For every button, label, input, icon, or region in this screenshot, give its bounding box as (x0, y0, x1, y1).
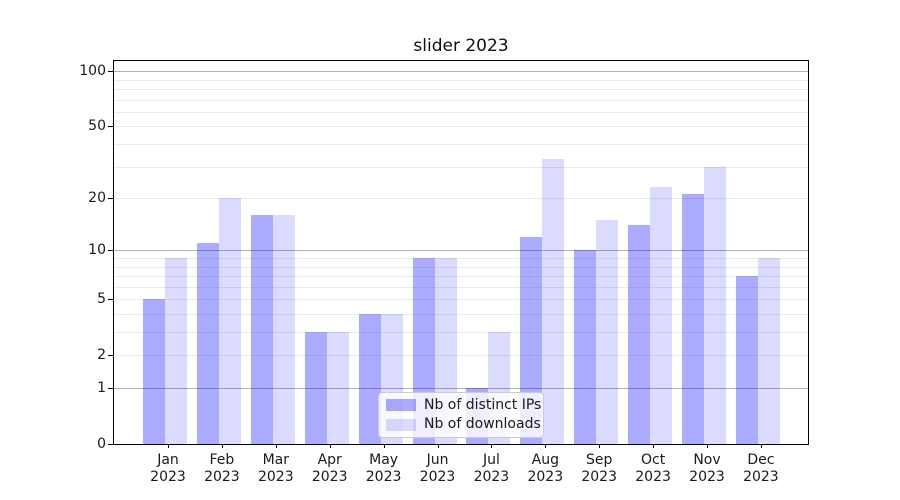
y-tick (108, 355, 113, 357)
y-tick (108, 71, 113, 73)
bar-jan-downloads (165, 258, 187, 444)
bar-sep-downloads (596, 220, 619, 444)
x-tick-label: Jan 2023 (150, 452, 186, 485)
y-tick-label: 5 (97, 291, 106, 308)
y-tick (108, 198, 113, 200)
minor-gridline (114, 258, 808, 259)
legend-swatch-distinct-ips (386, 399, 416, 412)
x-tick (760, 444, 762, 448)
x-tick (383, 444, 385, 448)
y-tick-label: 1 (97, 380, 106, 396)
bar-sep-ips (574, 250, 597, 444)
x-tick-label: Jun 2023 (419, 452, 456, 485)
minor-gridline (114, 332, 808, 333)
y-tick (108, 444, 113, 445)
bar-mar-downloads (272, 215, 295, 444)
bar-dec-ips (735, 276, 758, 444)
minor-gridline (114, 144, 808, 145)
x-tick-label: Nov 2023 (689, 452, 725, 485)
legend-entry-downloads: Nb of downloads (386, 415, 541, 434)
y-tick (108, 126, 113, 128)
y-tick (108, 250, 113, 252)
y-tick-label: 20 (88, 190, 106, 207)
x-tick (599, 444, 601, 448)
major-gridline (114, 388, 808, 389)
x-tick (437, 444, 439, 448)
y-tick-label: 100 (79, 63, 106, 80)
bar-nov-ips (682, 194, 704, 444)
x-tick (221, 444, 223, 448)
y-tick (108, 388, 113, 389)
bar-aug-downloads (542, 159, 565, 444)
minor-gridline (114, 79, 808, 81)
legend: Nb of distinct IPs Nb of downloads (378, 392, 544, 438)
minor-gridline (114, 99, 808, 101)
minor-gridline (114, 166, 808, 168)
x-tick-label: Mar 2023 (257, 452, 294, 485)
x-tick (329, 444, 331, 448)
x-tick-label: Jul 2023 (473, 452, 510, 485)
bar-may-ips (358, 314, 381, 444)
bar-jan-ips (143, 299, 165, 444)
bar-feb-ips (196, 243, 219, 444)
minor-gridline (114, 198, 808, 200)
y-tick (108, 299, 113, 301)
major-gridline (114, 250, 808, 252)
x-tick-label: Sep 2023 (581, 452, 617, 485)
plot-area: Jan 2023 Feb 2023 Mar 2023 Apr 2023 May 2023… (79, 60, 809, 485)
x-tick (168, 444, 169, 448)
bar-dec-downloads (757, 258, 780, 444)
bar-nov-downloads (704, 166, 726, 444)
y-tick-label: 0 (97, 436, 106, 452)
legend-label-distinct-ips: Nb of distinct IPs (424, 396, 542, 413)
minor-gridline (114, 355, 808, 357)
x-tick (653, 444, 655, 448)
minor-gridline (114, 126, 808, 128)
minor-gridline (114, 276, 808, 277)
minor-gridline (114, 266, 808, 268)
major-gridline (114, 71, 808, 73)
minor-gridline (114, 299, 808, 301)
minor-gridline (114, 111, 808, 113)
bar-oct-ips (628, 225, 651, 444)
minor-gridline (114, 314, 808, 315)
x-tick-label: Feb 2023 (204, 452, 240, 485)
legend-swatch-downloads (386, 418, 416, 431)
x-tick (707, 444, 708, 448)
chart-title: slider 2023 (413, 36, 509, 56)
y-tick-label: 10 (88, 242, 106, 259)
x-tick-label: Aug 2023 (527, 452, 564, 485)
x-tick-label: Dec 2023 (743, 452, 779, 485)
bar-oct-downloads (650, 187, 673, 444)
x-tick-label: Oct 2023 (635, 452, 671, 485)
bar-apr-downloads (326, 332, 349, 444)
bar-apr-ips (304, 332, 327, 444)
legend-label-downloads: Nb of downloads (424, 416, 541, 433)
y-tick-label: 2 (97, 347, 106, 364)
minor-gridline (114, 286, 808, 288)
x-tick-label: Apr 2023 (311, 452, 348, 485)
legend-entry-distinct-ips: Nb of distinct IPs (386, 396, 541, 415)
x-tick (491, 444, 493, 448)
bar-feb-downloads (218, 198, 241, 444)
bar-mar-ips (250, 215, 273, 444)
x-tick (275, 444, 277, 448)
x-tick (545, 444, 547, 448)
x-tick-label: May 2023 (365, 452, 402, 485)
minor-gridline (114, 89, 808, 90)
y-tick-label: 50 (88, 118, 106, 135)
